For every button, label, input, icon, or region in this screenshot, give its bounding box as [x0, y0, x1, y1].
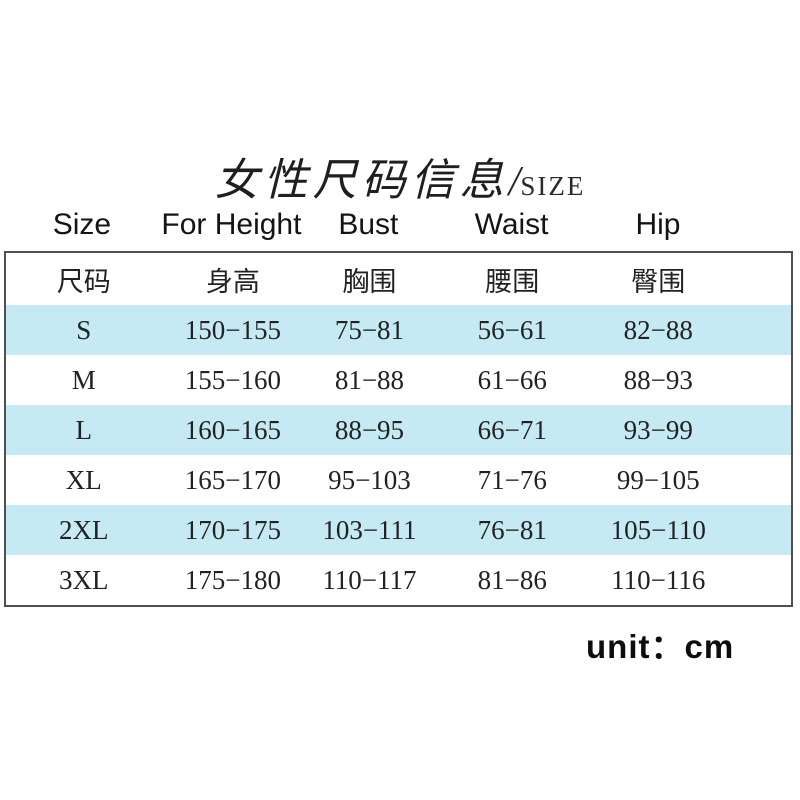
table-row-2xl: 2XL 170−175 103−111 76−81 105−110 — [6, 505, 791, 555]
table-row-3xl: 3XL 175−180 110−117 81−86 110−116 — [6, 555, 791, 605]
column-header-hip-zh: 臀围 — [631, 266, 686, 298]
cell-hip: 93−99 — [623, 414, 693, 445]
cell-waist: 81−86 — [477, 564, 547, 595]
cell-waist: 56−61 — [477, 314, 547, 345]
column-headers-chinese: 尺码 身高 胸围 腰围 臀围 — [6, 253, 791, 305]
table-row-m: M 155−160 81−88 61−66 88−93 — [6, 355, 791, 405]
cell-waist: 66−71 — [477, 414, 547, 445]
column-header-waist: Waist — [474, 208, 549, 241]
cell-size: L — [75, 414, 92, 445]
table-row-s: S 150−155 75−81 56−61 82−88 — [6, 305, 791, 355]
cell-hip: 82−88 — [623, 314, 693, 345]
cell-size: M — [71, 364, 96, 395]
column-header-size-zh: 尺码 — [56, 266, 111, 298]
table-row-xl: XL 165−170 95−103 71−76 99−105 — [6, 455, 791, 505]
column-header-height-zh: 身高 — [205, 266, 260, 298]
cell-size: S — [76, 314, 92, 345]
cell-hip: 105−110 — [610, 514, 706, 545]
cell-bust: 110−117 — [322, 564, 417, 595]
cell-size: 2XL — [58, 514, 109, 545]
column-header-height: For Height — [161, 208, 302, 241]
column-header-size: Size — [52, 208, 112, 241]
column-header-hip: Hip — [635, 208, 681, 241]
title-english: SIZE — [520, 171, 586, 201]
cell-bust: 95−103 — [328, 464, 411, 495]
column-header-bust-zh: 胸围 — [342, 266, 397, 298]
title-separator: / — [508, 159, 521, 205]
cell-waist: 61−66 — [477, 364, 547, 395]
unit-label: unit：cm — [586, 628, 735, 665]
cell-height: 155−160 — [184, 364, 281, 395]
column-header-waist-zh: 腰围 — [485, 266, 540, 298]
column-headers-english: Size For Height Bust Waist Hip — [4, 201, 791, 249]
cell-waist: 76−81 — [477, 514, 547, 545]
cell-size: 3XL — [58, 564, 109, 595]
cell-bust: 88−95 — [334, 414, 405, 445]
cell-height: 150−155 — [184, 314, 281, 345]
cell-height: 175−180 — [184, 564, 281, 595]
cell-hip: 88−93 — [623, 364, 693, 395]
size-table: 尺码 身高 胸围 腰围 臀围 S 150−155 75−81 56−61 82−… — [4, 251, 793, 607]
cell-waist: 71−76 — [477, 464, 547, 495]
column-header-bust: Bust — [338, 208, 399, 241]
cell-hip: 99−105 — [616, 464, 700, 495]
cell-height: 170−175 — [184, 514, 281, 545]
page-title: 女性尺码信息/SIZE — [0, 144, 800, 208]
cell-height: 165−170 — [184, 464, 281, 495]
cell-hip: 110−116 — [611, 564, 706, 595]
title-chinese: 女性尺码信息 — [214, 155, 509, 206]
cell-bust: 75−81 — [334, 314, 405, 345]
cell-bust: 81−88 — [334, 364, 405, 395]
cell-size: XL — [65, 464, 102, 495]
cell-height: 160−165 — [184, 414, 281, 445]
cell-bust: 103−111 — [322, 514, 417, 545]
table-row-l: L 160−165 88−95 66−71 93−99 — [6, 405, 791, 455]
